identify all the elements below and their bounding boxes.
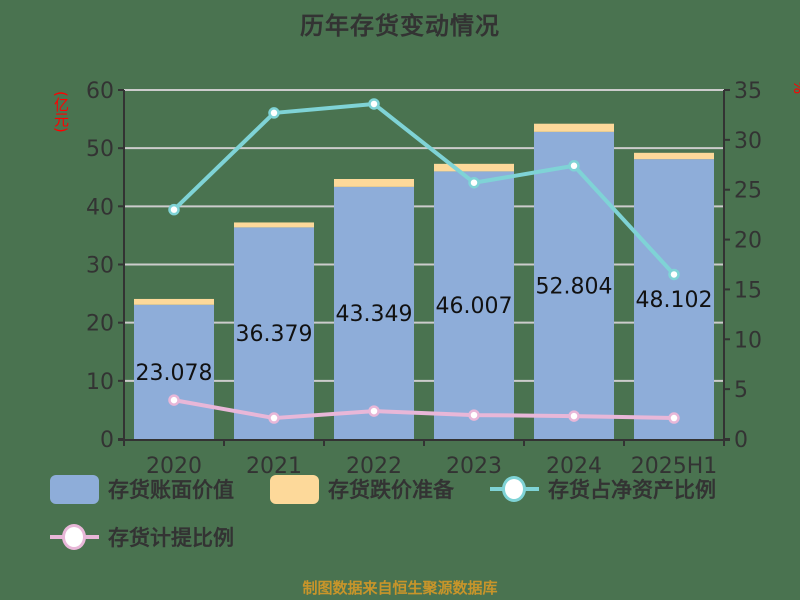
x-tick-label: 2023 bbox=[446, 454, 502, 479]
legend-swatch-book-value bbox=[50, 474, 99, 504]
y-tick-label-right: 30 bbox=[734, 129, 762, 154]
data-label-book-value: 43.349 bbox=[336, 302, 413, 327]
net-asset-ratio-point[interactable] bbox=[568, 160, 580, 172]
legend-label: 存货跌价准备 bbox=[328, 478, 454, 502]
y-tick-label-right: 5 bbox=[734, 378, 748, 403]
y-axis-left-title: (亿元) bbox=[52, 91, 70, 133]
data-source-footer: 制图数据来自恒生聚源数据库 bbox=[302, 579, 498, 597]
data-label-book-value: 52.804 bbox=[536, 274, 613, 299]
bar-provision[interactable] bbox=[534, 123, 614, 132]
net-asset-ratio-point[interactable] bbox=[268, 107, 280, 119]
bar-provision[interactable] bbox=[134, 298, 214, 305]
legend-item-provision[interactable]: 存货跌价准备 bbox=[270, 474, 454, 504]
legend-item-net-asset-ratio[interactable]: 存货占净资产比例 bbox=[490, 474, 716, 504]
x-tick-label: 2022 bbox=[346, 454, 402, 479]
legend-label: 存货占净资产比例 bbox=[548, 478, 716, 502]
data-label-book-value: 48.102 bbox=[636, 288, 713, 313]
net-asset-ratio-point[interactable] bbox=[468, 176, 480, 189]
y-tick-label-right: 35 bbox=[734, 79, 762, 104]
y-tick-label-left: 40 bbox=[86, 195, 114, 220]
bar-book-value[interactable] bbox=[134, 304, 214, 439]
bar-provision[interactable] bbox=[634, 152, 714, 160]
provision-ratio-point[interactable] bbox=[468, 409, 480, 421]
y-tick-label-left: 50 bbox=[86, 137, 114, 162]
provision-ratio-point[interactable] bbox=[368, 405, 380, 417]
x-tick-label: 2024 bbox=[546, 454, 602, 479]
legend-item-provision-ratio[interactable]: 存货计提比例 bbox=[50, 522, 234, 552]
bar-book-value[interactable] bbox=[634, 159, 714, 439]
legend-item-book-value[interactable]: 存货账面价值 bbox=[50, 474, 234, 504]
bar-provision[interactable] bbox=[334, 179, 414, 187]
net-asset-ratio-point[interactable] bbox=[668, 268, 680, 281]
bar-book-value[interactable] bbox=[434, 171, 514, 439]
bar-provision[interactable] bbox=[434, 163, 514, 172]
data-label-book-value: 23.078 bbox=[136, 361, 213, 386]
net-asset-ratio-point[interactable] bbox=[168, 203, 180, 216]
y-tick-label-right: 15 bbox=[734, 278, 762, 303]
x-tick-label: 2020 bbox=[146, 454, 202, 479]
provision-ratio-point[interactable] bbox=[168, 394, 180, 406]
y-tick-label-left: 20 bbox=[86, 312, 114, 337]
chart-title: 历年存货变动情况 bbox=[300, 12, 500, 40]
bar-book-value[interactable] bbox=[334, 186, 414, 439]
provision-ratio-point[interactable] bbox=[568, 410, 580, 422]
net-asset-ratio-point[interactable] bbox=[368, 98, 380, 110]
provision-ratio-point[interactable] bbox=[668, 412, 680, 424]
y-tick-label-left: 0 bbox=[100, 428, 114, 453]
legend-label: 存货计提比例 bbox=[108, 526, 234, 550]
legend-label: 存货账面价值 bbox=[108, 478, 234, 502]
y-tick-label-left: 60 bbox=[86, 79, 114, 104]
net-asset-ratio-line bbox=[172, 101, 676, 276]
bar-provision[interactable] bbox=[234, 222, 314, 228]
data-label-book-value: 36.379 bbox=[236, 322, 313, 347]
provision-ratio-point[interactable] bbox=[268, 412, 280, 424]
y-tick-label-right: 25 bbox=[734, 179, 762, 204]
bar-book-value[interactable] bbox=[234, 227, 314, 439]
legend-line-marker-icon bbox=[490, 474, 539, 504]
y-tick-label-right: 20 bbox=[734, 229, 762, 254]
y-tick-label-left: 10 bbox=[86, 370, 114, 395]
y-axis-right-title: % bbox=[790, 80, 800, 95]
legend-swatch-provision bbox=[270, 474, 319, 504]
bar-book-value[interactable] bbox=[534, 131, 614, 439]
y-tick-label-right: 10 bbox=[734, 328, 762, 353]
data-label-book-value: 46.007 bbox=[436, 294, 513, 319]
x-tick-label: 2025H1 bbox=[631, 454, 718, 479]
y-tick-label-right: 0 bbox=[734, 428, 748, 453]
y-tick-label-left: 30 bbox=[86, 254, 114, 279]
provision-ratio-line bbox=[173, 398, 675, 421]
legend-line-marker-icon bbox=[50, 522, 99, 552]
